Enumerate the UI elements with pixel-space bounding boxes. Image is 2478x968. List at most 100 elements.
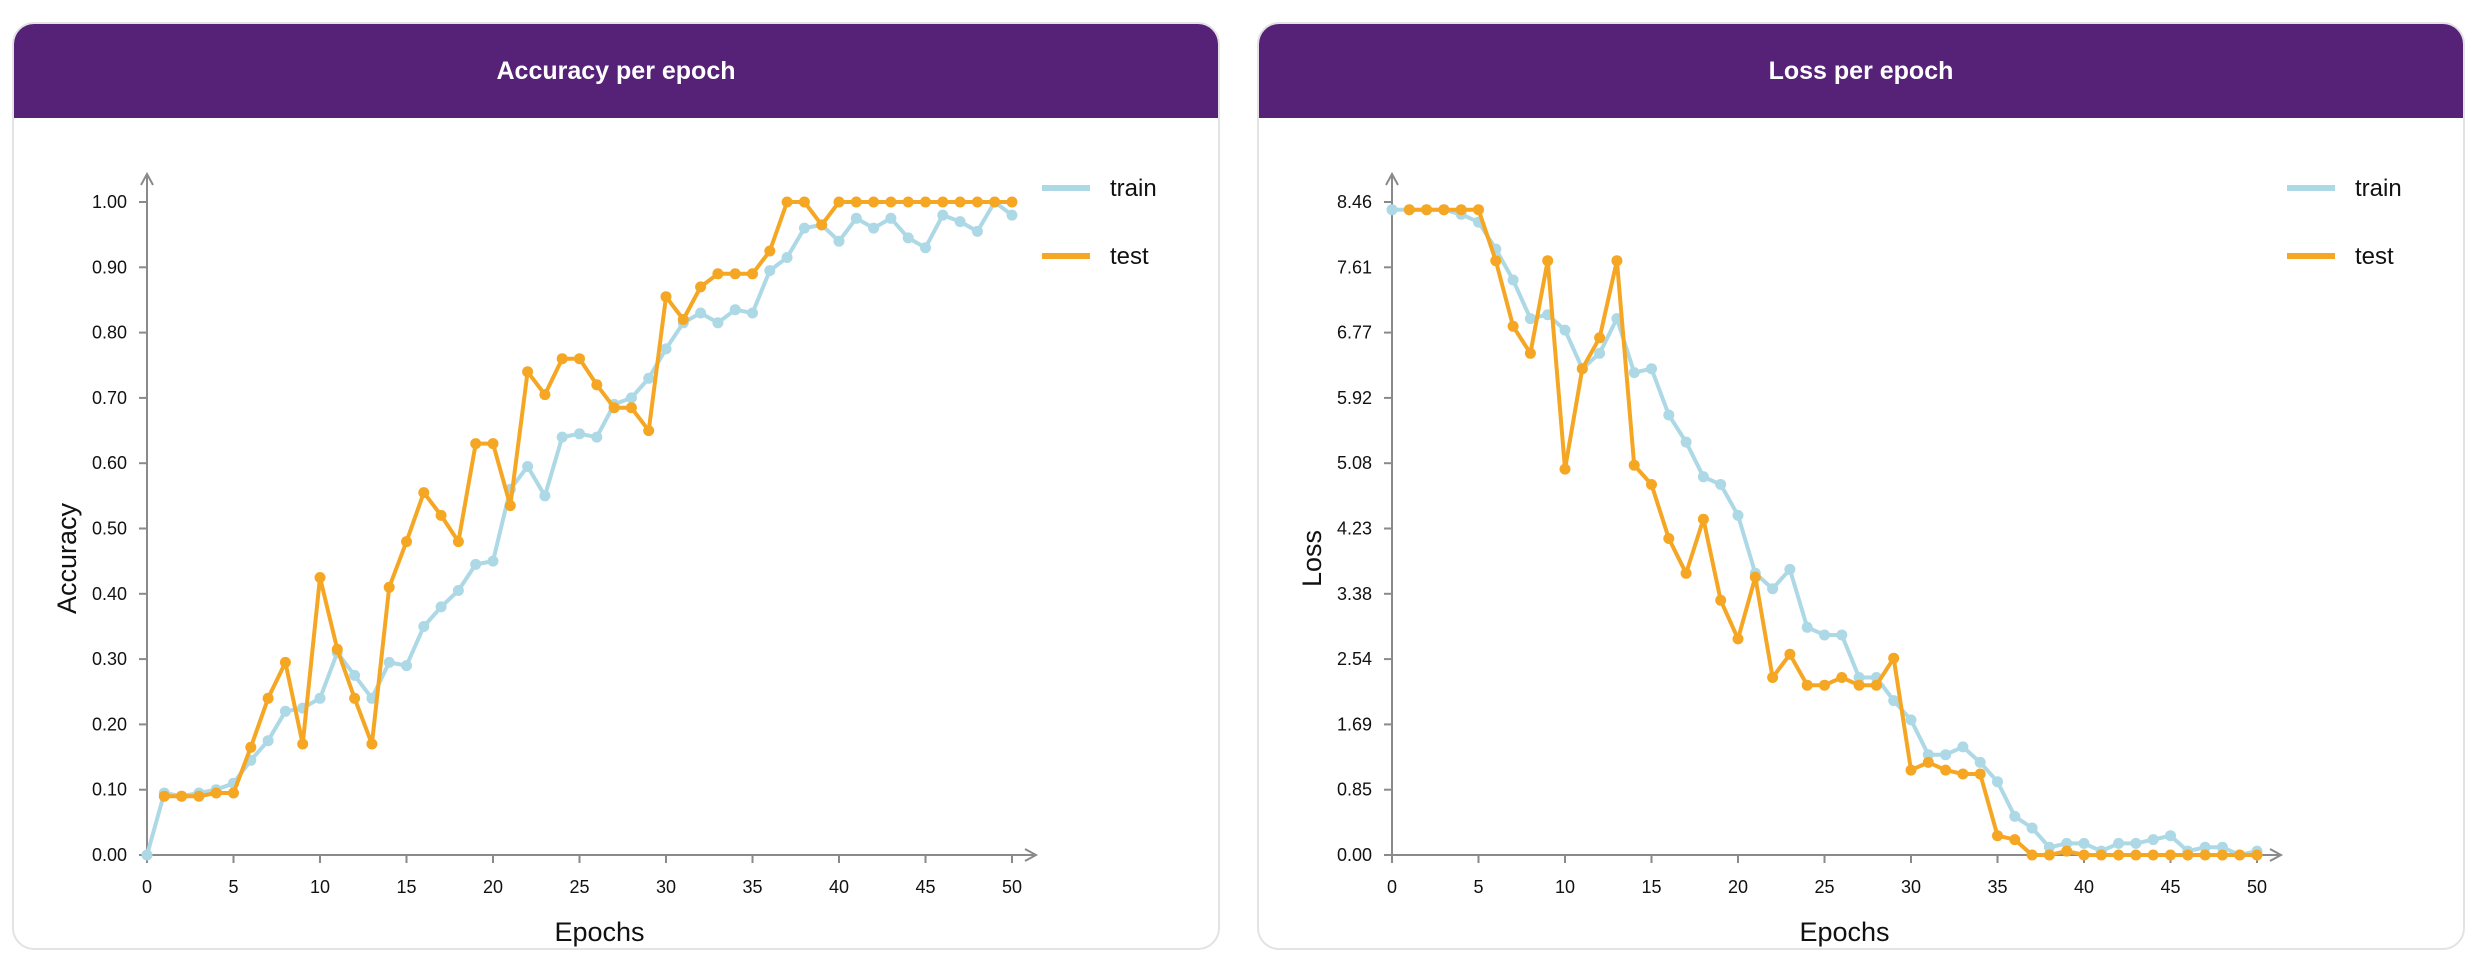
accuracy-x-axis-label: Epochs	[554, 917, 644, 947]
accuracy-series-test-point	[712, 268, 724, 280]
accuracy-series-test-point	[297, 738, 309, 750]
loss-series-test-point	[2043, 849, 2055, 861]
loss-series-test-point	[1473, 204, 1484, 216]
loss-series-train-point	[1940, 749, 1952, 761]
loss-y-tick-label: 0.00	[1337, 845, 1372, 865]
loss-chart: 0.00 0.85 1.69 2.54 3.38 4.23 5.08 5.92 6.77 7.61…	[1297, 171, 2402, 947]
loss-series-test-point	[2113, 849, 2125, 861]
loss-series-test-point	[2182, 849, 2194, 861]
accuracy-series-test-point	[435, 509, 447, 521]
accuracy-series-test-point	[331, 643, 343, 655]
accuracy-series-train-point	[262, 735, 274, 747]
accuracy-y-tick-label: 0.20	[92, 714, 127, 734]
loss-series-train-point	[1974, 756, 1986, 768]
loss-series-test-point	[1974, 768, 1986, 780]
loss-series-test-point	[1524, 347, 1536, 359]
accuracy-series-train-line	[145, 200, 1014, 856]
accuracy-series-test-point	[193, 790, 205, 802]
loss-series-train-point	[1663, 409, 1675, 421]
loss-series-test-point	[1905, 764, 1917, 776]
accuracy-series-test-point	[816, 219, 828, 231]
loss-y-tick-label: 2.54	[1337, 649, 1372, 669]
accuracy-series-train-point	[798, 222, 810, 234]
accuracy-series-test-point	[747, 268, 758, 280]
loss-x-tick-label: 0	[1387, 877, 1397, 897]
loss-series-test-point	[2251, 849, 2263, 861]
accuracy-series-train-point	[383, 656, 395, 668]
accuracy-series-train-point	[712, 317, 724, 329]
loss-x-tick-label: 30	[1901, 877, 1921, 897]
accuracy-series-train-point	[885, 212, 897, 224]
loss-x-tick-label: 10	[1555, 877, 1575, 897]
loss-series-test-point	[1421, 204, 1433, 216]
accuracy-series-train-point	[937, 209, 949, 221]
loss-series-train-point	[1594, 347, 1606, 359]
loss-series-train-point	[2009, 810, 2021, 822]
loss-series-train-point	[1767, 583, 1779, 595]
loss-series-train-point	[2061, 837, 2073, 849]
loss-y-tick-label: 5.08	[1337, 453, 1372, 473]
loss-series-train-point	[1732, 509, 1744, 521]
loss-series-train-point	[1784, 563, 1796, 575]
loss-series-train-point	[1957, 741, 1969, 753]
accuracy-x-tick-label: 15	[396, 877, 416, 897]
loss-series-test-point	[1490, 255, 1502, 267]
loss-series-test-point	[1576, 363, 1588, 375]
accuracy-series-train-point	[401, 660, 412, 672]
loss-y-axis-arrow-icon	[1385, 171, 1399, 186]
loss-series-train-point	[2216, 841, 2228, 853]
loss-series-test-point	[2078, 849, 2090, 861]
loss-series-test-point	[1715, 594, 1727, 606]
loss-series-test-point	[1455, 204, 1467, 216]
loss-y-tick-label: 0.85	[1337, 780, 1372, 800]
loss-series-test-point	[1680, 567, 1692, 579]
accuracy-legend-train-label: train	[1110, 175, 1157, 202]
loss-x-axis-arrow-icon	[2269, 848, 2284, 862]
accuracy-series-test-point	[1006, 196, 1018, 208]
accuracy-series-test-point	[989, 196, 1001, 208]
loss-y-tick-label: 6.77	[1337, 323, 1372, 343]
accuracy-series-test-point	[556, 353, 568, 365]
loss-series-test-point	[1819, 679, 1830, 691]
accuracy-series-test-point	[522, 366, 534, 378]
loss-legend-test-label: test	[2355, 243, 2394, 270]
loss-y-tick-label: 7.61	[1337, 257, 1372, 277]
accuracy-series-train-point	[1006, 209, 1018, 221]
loss-series-train-point	[1992, 776, 2003, 788]
loss-series-test-point	[1922, 756, 1934, 768]
accuracy-series-test-point	[902, 196, 914, 208]
accuracy-series-train-point	[141, 849, 153, 861]
accuracy-x-tick-label: 40	[829, 877, 849, 897]
accuracy-series-test-point	[695, 281, 707, 293]
accuracy-series-test-point	[850, 196, 862, 208]
loss-series-test-point	[2130, 849, 2142, 861]
accuracy-series-test-point	[677, 314, 689, 325]
loss-series-train-point	[2165, 830, 2176, 842]
accuracy-y-tick-label: 0.60	[92, 453, 127, 473]
loss-y-tick-label: 4.23	[1337, 519, 1372, 539]
accuracy-series-test-point	[418, 487, 430, 499]
loss-series-test-point	[1784, 648, 1796, 660]
loss-series-train-point	[2113, 837, 2125, 849]
loss-x-tick-label: 20	[1728, 877, 1748, 897]
loss-series-test-point	[2061, 845, 2073, 857]
accuracy-series-test-point	[470, 438, 482, 450]
loss-series-test-point	[1542, 255, 1554, 267]
accuracy-chart: 0.00 0.10 0.20 0.30 0.40 0.50 0.60 0.70 0.80 0.90…	[52, 171, 1157, 947]
accuracy-x-tick-label: 35	[742, 877, 762, 897]
loss-series-train-point	[2147, 834, 2159, 846]
accuracy-series-train-point	[539, 490, 551, 502]
loss-series-test-point	[1836, 672, 1848, 683]
loss-x-tick-label: 40	[2074, 877, 2094, 897]
accuracy-series-train-point	[868, 222, 880, 234]
accuracy-series-train-point	[747, 307, 758, 319]
loss-series-test-point	[1853, 679, 1865, 691]
accuracy-legend-test-label: test	[1110, 243, 1149, 270]
accuracy-x-tick-label: 50	[1002, 877, 1022, 897]
accuracy-series-train-point	[764, 265, 776, 277]
accuracy-series-test-point	[158, 790, 170, 802]
accuracy-series-train-point	[729, 304, 741, 316]
accuracy-y-axis-arrow-icon	[140, 171, 154, 186]
accuracy-series-train-point	[452, 585, 464, 596]
accuracy-series-test-point	[539, 389, 551, 401]
